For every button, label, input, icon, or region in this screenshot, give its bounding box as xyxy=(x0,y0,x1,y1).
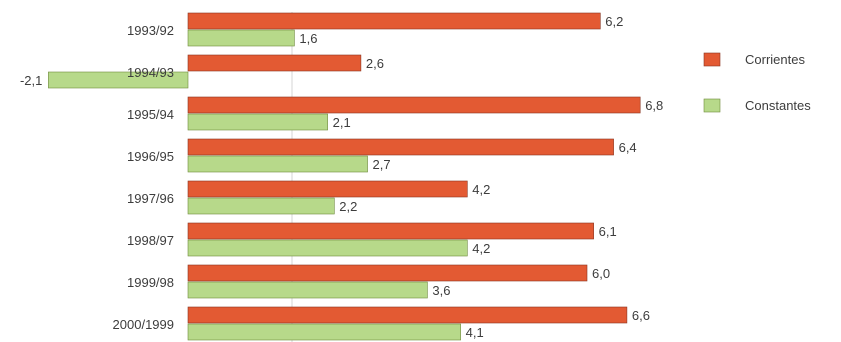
bar-constantes-1999-98 xyxy=(187,281,428,299)
bar-corrientes-1995-94 xyxy=(187,96,641,114)
bar-corrientes-1998-97 xyxy=(187,222,594,240)
category-label-1995-94: 1995/94 xyxy=(127,107,174,122)
value-label-constantes-1996-95: 2,7 xyxy=(373,157,391,172)
value-label-corrientes-1995-94: 6,8 xyxy=(645,98,663,113)
bar-constantes-1996-95 xyxy=(187,155,368,173)
value-label-corrientes-1997-96: 4,2 xyxy=(472,182,490,197)
value-label-corrientes-1999-98: 6,0 xyxy=(592,266,610,281)
bar-corrientes-1996-95 xyxy=(187,138,614,156)
value-label-constantes-1993-92: 1,6 xyxy=(299,31,317,46)
value-label-corrientes-1996-95: 6,4 xyxy=(619,140,637,155)
bar-constantes-1997-96 xyxy=(187,197,335,215)
value-label-corrientes-1993-92: 6,2 xyxy=(605,14,623,29)
legend: Corrientes Constantes xyxy=(703,52,811,113)
legend-label-constantes: Constantes xyxy=(745,98,811,113)
value-label-constantes-1997-96: 2,2 xyxy=(339,199,357,214)
category-label-1993-92: 1993/92 xyxy=(127,23,174,38)
bar-constantes-1993-92 xyxy=(187,29,295,47)
bar-corrientes-1999-98 xyxy=(187,264,588,282)
bar-corrientes-1993-92 xyxy=(187,12,601,30)
bar-corrientes-1994-93 xyxy=(187,54,362,72)
bar-corrientes-2000-1999 xyxy=(187,306,628,324)
chart-bars xyxy=(48,12,641,341)
category-labels: 1993/92 1994/93 1995/94 1996/95 1997/96 1998/… xyxy=(113,23,174,332)
value-label-constantes-2000-1999: 4,1 xyxy=(466,325,484,340)
category-label-2000-1999: 2000/1999 xyxy=(113,317,174,332)
bar-constantes-2000-1999 xyxy=(187,323,461,341)
category-label-1996-95: 1996/95 xyxy=(127,149,174,164)
category-label-1999-98: 1999/98 xyxy=(127,275,174,290)
category-label-1994-93: 1994/93 xyxy=(127,65,174,80)
bar-constantes-1994-93 xyxy=(48,71,189,89)
value-label-corrientes-2000-1999: 6,6 xyxy=(632,308,650,323)
legend-swatch-constantes xyxy=(703,98,721,113)
value-label-constantes-1998-97: 4,2 xyxy=(472,241,490,256)
bar-corrientes-1997-96 xyxy=(187,180,468,198)
value-label-constantes-1995-94: 2,1 xyxy=(333,115,351,130)
legend-swatch-corrientes xyxy=(703,52,721,67)
category-label-1997-96: 1997/96 xyxy=(127,191,174,206)
value-label-constantes-1994-93: -2,1 xyxy=(20,73,42,88)
bar-constantes-1998-97 xyxy=(187,239,468,257)
value-labels: 6,2 1,6 2,6 -2,1 6,8 2,1 6,4 2,7 4,2 2,2 6,1 4,2 6,0… xyxy=(20,14,663,340)
value-label-corrientes-1998-97: 6,1 xyxy=(599,224,617,239)
bar-constantes-1995-94 xyxy=(187,113,328,131)
legend-label-corrientes: Corrientes xyxy=(745,52,805,67)
value-label-constantes-1999-98: 3,6 xyxy=(432,283,450,298)
category-label-1998-97: 1998/97 xyxy=(127,233,174,248)
value-label-corrientes-1994-93: 2,6 xyxy=(366,56,384,71)
